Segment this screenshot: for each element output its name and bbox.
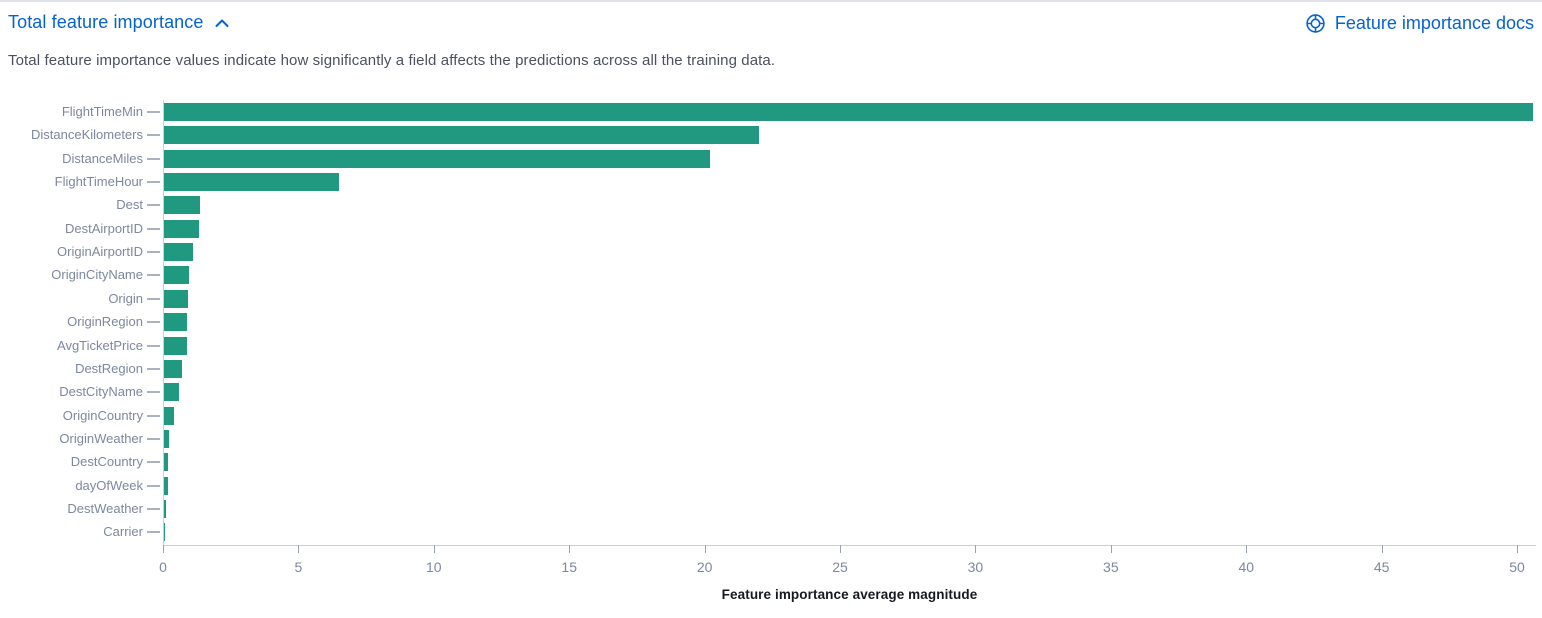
y-axis-label-DestRegion: DestRegion <box>75 360 143 376</box>
bar-AvgTicketPrice[interactable] <box>163 336 187 355</box>
x-tick-30 <box>975 545 977 553</box>
x-tick-25 <box>840 545 842 553</box>
x-axis-title: Feature importance average magnitude <box>721 587 978 602</box>
y-axis-label-DestCountry: DestCountry <box>70 454 143 470</box>
y-axis-label-FlightTimeHour: FlightTimeHour <box>54 174 143 190</box>
x-tick-0 <box>163 545 164 553</box>
docs-link-label: Feature importance docs <box>1334 13 1534 33</box>
x-tick-40 <box>1246 545 1248 553</box>
x-tick-50 <box>1517 545 1519 553</box>
chevron-up-icon <box>215 19 229 27</box>
x-tick-label-10: 10 <box>426 559 442 575</box>
x-tick-label-15: 15 <box>561 559 577 575</box>
bar-DestAirportID[interactable] <box>163 219 199 238</box>
bar-Origin[interactable] <box>163 289 189 308</box>
y-tick-dayOfWeek <box>147 484 160 487</box>
bar-DestWeather[interactable] <box>163 499 167 518</box>
y-tick-DistanceMiles <box>147 157 160 160</box>
x-tick-label-0: 0 <box>159 559 167 575</box>
x-tick-35 <box>1110 545 1112 553</box>
bar-DistanceMiles[interactable] <box>163 149 711 168</box>
bar-DestRegion[interactable] <box>163 359 183 378</box>
bar-FlightTimeHour[interactable] <box>163 173 340 192</box>
x-tick-label-30: 30 <box>967 559 984 575</box>
y-axis-label-FlightTimeMin: FlightTimeMin <box>61 104 143 119</box>
y-axis-label-DistanceKilometers: DistanceKilometers <box>31 127 143 143</box>
bar-DestCountry[interactable] <box>163 453 169 472</box>
y-axis-label-Origin: Origin <box>108 290 143 306</box>
y-axis-label-DistanceMiles: DistanceMiles <box>62 150 143 166</box>
y-axis-label-DestAirportID: DestAirportID <box>64 220 143 236</box>
bar-DistanceKilometers[interactable] <box>163 126 759 145</box>
y-tick-FlightTimeMin <box>147 111 160 113</box>
y-axis-label-OriginAirportID: OriginAirportID <box>57 244 143 260</box>
accordion-toggle-total-feature-importance[interactable]: Total feature importance <box>8 12 230 33</box>
y-tick-DestRegion <box>147 367 160 370</box>
y-axis-label-DestWeather: DestWeather <box>67 500 143 516</box>
bar-DestCityName[interactable] <box>163 383 180 402</box>
bar-OriginCountry[interactable] <box>163 406 175 425</box>
y-axis-line <box>163 100 164 545</box>
y-tick-OriginAirportID <box>147 251 160 254</box>
y-tick-AvgTicketPrice <box>147 344 160 347</box>
section-title: Total feature importance <box>8 12 204 32</box>
y-tick-DestWeather <box>147 507 160 510</box>
feature-importance-chart: FlightTimeMin DistanceKilometers DistanceM… <box>0 95 1542 618</box>
bar-OriginRegion[interactable] <box>163 313 188 332</box>
section-description: Total feature importance values indicate… <box>8 52 776 69</box>
y-axis-label-DestCityName: DestCityName <box>59 384 143 400</box>
y-tick-DestCountry <box>147 461 160 464</box>
y-axis-label-OriginCountry: OriginCountry <box>62 407 143 423</box>
y-axis-label-OriginWeather: OriginWeather <box>59 430 143 446</box>
x-tick-label-45: 45 <box>1373 559 1390 575</box>
y-tick-DistanceKilometers <box>147 134 160 137</box>
y-tick-Origin <box>147 297 160 300</box>
y-tick-OriginCityName <box>147 274 160 277</box>
bar-OriginAirportID[interactable] <box>163 243 193 262</box>
y-axis-label-dayOfWeek: dayOfWeek <box>75 477 143 493</box>
y-axis-label-Dest: Dest <box>116 197 143 213</box>
bar-dayOfWeek[interactable] <box>163 476 168 495</box>
x-tick-label-35: 35 <box>1103 559 1119 575</box>
y-tick-OriginRegion <box>147 321 160 324</box>
x-tick-label-25: 25 <box>832 559 848 575</box>
x-axis-line <box>163 545 1536 546</box>
y-tick-DestAirportID <box>147 227 160 230</box>
y-tick-Carrier <box>147 531 160 534</box>
y-tick-Dest <box>147 204 160 207</box>
x-tick-5 <box>298 545 300 553</box>
top-divider <box>0 0 1542 2</box>
x-tick-20 <box>704 545 706 553</box>
y-tick-OriginCountry <box>147 414 160 417</box>
y-axis-label-OriginCityName: OriginCityName <box>51 267 143 283</box>
x-tick-15 <box>569 545 571 553</box>
x-tick-45 <box>1381 545 1383 553</box>
bar-Dest[interactable] <box>163 196 201 215</box>
feature-importance-docs-link[interactable]: Feature importance docs <box>1305 13 1534 34</box>
bar-OriginWeather[interactable] <box>163 429 169 448</box>
y-axis-label-AvgTicketPrice: AvgTicketPrice <box>57 337 143 353</box>
y-tick-OriginWeather <box>147 437 160 440</box>
y-axis-label-OriginRegion: OriginRegion <box>67 314 143 330</box>
x-tick-label-40: 40 <box>1238 559 1255 575</box>
y-tick-DestCityName <box>147 391 160 394</box>
y-axis-label-Carrier: Carrier <box>103 524 143 540</box>
y-tick-FlightTimeHour <box>147 181 160 184</box>
bar-FlightTimeMin[interactable] <box>163 103 1534 121</box>
documentation-icon <box>1306 14 1325 33</box>
x-tick-label-50: 50 <box>1509 559 1525 575</box>
x-tick-label-20: 20 <box>696 559 713 575</box>
x-tick-10 <box>433 545 435 553</box>
x-tick-label-5: 5 <box>294 559 303 575</box>
bar-OriginCityName[interactable] <box>163 266 190 285</box>
